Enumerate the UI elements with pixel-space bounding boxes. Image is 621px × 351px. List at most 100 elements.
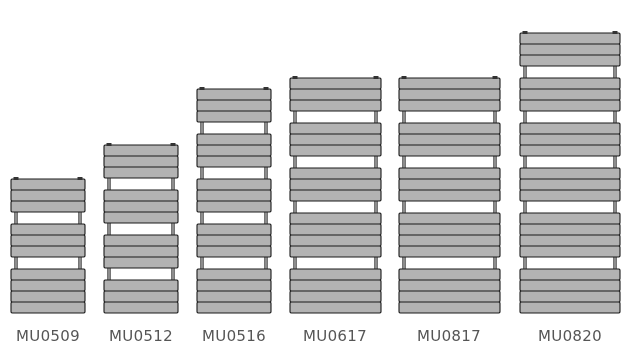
bar <box>519 223 621 236</box>
bar <box>289 88 382 101</box>
bar <box>289 122 382 135</box>
bar <box>519 144 621 157</box>
bar <box>519 245 621 258</box>
bar <box>289 178 382 191</box>
left-rail-cap <box>199 87 205 90</box>
bar <box>519 43 621 56</box>
bar <box>398 144 501 157</box>
bar <box>519 290 621 303</box>
bar <box>103 166 179 179</box>
bar <box>10 245 86 258</box>
bar <box>398 268 501 281</box>
bar <box>398 167 501 180</box>
bar <box>398 212 501 225</box>
right-rail-cap <box>492 76 498 79</box>
bar <box>519 88 621 101</box>
label-mu0512: MU0512 <box>109 327 173 345</box>
bar <box>398 234 501 247</box>
bar <box>10 200 86 213</box>
left-rail-cap <box>522 31 528 34</box>
left-rail-cap <box>401 76 407 79</box>
bar <box>103 245 179 258</box>
label-mu0516: MU0516 <box>202 327 266 345</box>
bar <box>289 144 382 157</box>
left-rail-cap <box>292 76 298 79</box>
bar <box>519 99 621 112</box>
right-rail-cap <box>373 76 379 79</box>
bar <box>398 189 501 202</box>
bar <box>103 155 179 168</box>
bar <box>289 279 382 292</box>
bar <box>519 122 621 135</box>
bar <box>289 189 382 202</box>
radiator-mu0516 <box>196 87 272 314</box>
bar <box>103 189 179 202</box>
bar <box>103 290 179 303</box>
bar <box>196 290 272 303</box>
label-mu0617: MU0617 <box>303 327 367 345</box>
bar <box>398 290 501 303</box>
bar <box>10 301 86 314</box>
bar <box>103 234 179 247</box>
bar <box>289 133 382 146</box>
bar <box>196 133 272 146</box>
label-mu0509: MU0509 <box>16 327 80 345</box>
bar <box>103 211 179 224</box>
bar <box>398 301 501 314</box>
bar <box>10 290 86 303</box>
bar <box>398 122 501 135</box>
bar <box>289 99 382 112</box>
bar <box>103 279 179 292</box>
bar <box>398 279 501 292</box>
bar <box>10 279 86 292</box>
bar <box>289 290 382 303</box>
radiator-mu0817 <box>398 76 501 314</box>
bar <box>398 77 501 90</box>
bar <box>398 178 501 191</box>
right-rail-cap <box>263 87 269 90</box>
bar <box>519 77 621 90</box>
bar <box>196 200 272 213</box>
bar <box>196 99 272 112</box>
bar <box>519 178 621 191</box>
bar <box>289 268 382 281</box>
radiator-mu0509 <box>10 177 86 314</box>
bar <box>289 77 382 90</box>
bar <box>10 223 86 236</box>
bar <box>196 234 272 247</box>
bar <box>398 223 501 236</box>
bar <box>398 99 501 112</box>
bar <box>289 301 382 314</box>
bar <box>519 301 621 314</box>
bar <box>103 256 179 269</box>
bar <box>196 245 272 258</box>
bar <box>10 189 86 202</box>
bar <box>398 245 501 258</box>
bar <box>196 88 272 101</box>
bar <box>10 234 86 247</box>
bar <box>196 268 272 281</box>
right-rail-cap <box>77 177 83 180</box>
bar <box>103 301 179 314</box>
bar <box>196 301 272 314</box>
bar <box>519 32 621 45</box>
radiator-mu0512 <box>103 143 179 314</box>
left-rail-cap <box>13 177 19 180</box>
bar <box>196 110 272 123</box>
bar <box>519 54 621 67</box>
right-rail-cap <box>170 143 176 146</box>
label-mu0817: MU0817 <box>417 327 481 345</box>
bar <box>289 212 382 225</box>
bar <box>196 223 272 236</box>
bar <box>519 268 621 281</box>
label-mu0820: MU0820 <box>538 327 602 345</box>
bar <box>196 189 272 202</box>
bar <box>398 88 501 101</box>
bar <box>519 279 621 292</box>
bar <box>103 144 179 157</box>
bar <box>196 144 272 157</box>
bar <box>519 234 621 247</box>
bar <box>289 245 382 258</box>
bar <box>289 223 382 236</box>
